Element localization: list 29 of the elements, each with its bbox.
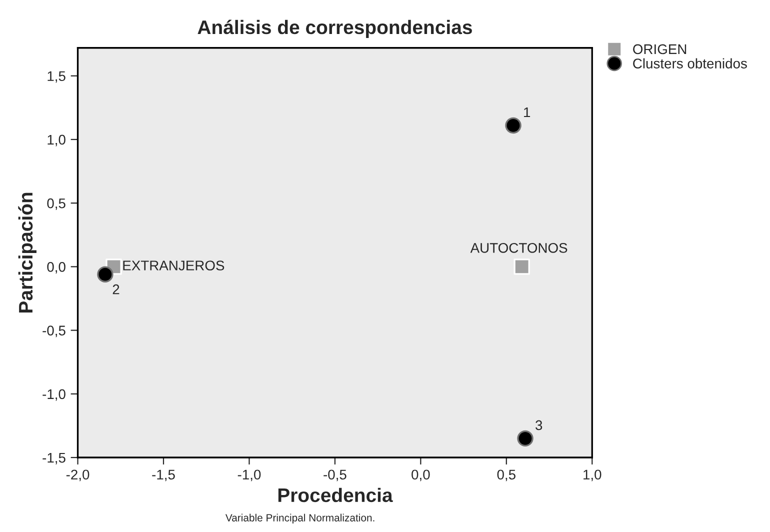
x-tick-label: -1,0 [238,470,261,482]
y-tick-label: 0,0 [47,262,66,274]
text: Variable Principal Normalization. [225,514,374,524]
y-tick-label: 0,5 [47,198,66,210]
annotation: EXTRANJEROS [123,260,224,270]
x-tick-label: 1,0 [584,470,602,482]
point [97,266,114,282]
y-tick-label: 1,5 [48,71,66,83]
y-tick-label: 1,0 [48,134,66,146]
x-tick-label: 0,5 [497,470,516,482]
point [514,258,530,275]
x-tick-label: 0,0 [412,470,430,482]
y-tick-label: -0,5 [42,326,66,338]
x-tick-label: -1,5 [152,470,175,482]
annotation: AUTOCTONOS [470,243,568,253]
annotation: 2 [112,284,120,294]
point [517,430,534,447]
x-tick-label: -0,5 [324,470,346,482]
x-tick-label: -2,0 [66,470,90,482]
chart-title: Análisis de correspondencias [198,20,472,38]
legend-label: ORIGEN [633,44,686,54]
annotation: 1 [524,107,530,118]
y-tick-label: -1,0 [42,389,66,401]
point [505,117,522,134]
y-axis-title: Participación [18,192,36,312]
legend-label: Clusters obtenidos [633,58,747,68]
y-tick-label: -1,5 [42,452,66,464]
annotation: 3 [536,420,542,430]
x-axis-title: Procedencia [278,488,393,502]
